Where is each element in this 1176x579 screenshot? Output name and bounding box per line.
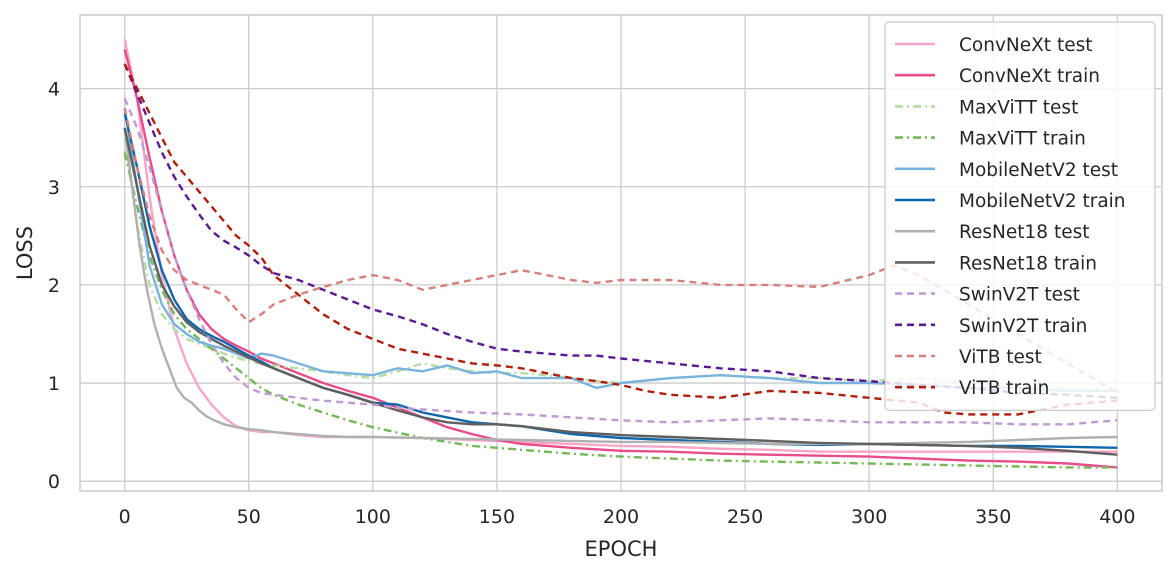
legend-label-swinv2t-train: SwinV2T train xyxy=(959,316,1087,337)
series-line-resnet18-train xyxy=(123,127,1118,456)
y-axis-label: LOSS xyxy=(13,226,37,280)
legend-label-vitb-test: ViTB test xyxy=(959,347,1042,368)
x-tick-label: 150 xyxy=(479,506,515,528)
x-tick-label: 100 xyxy=(355,506,391,528)
y-tick-label: 0 xyxy=(48,471,60,493)
y-tick-label: 2 xyxy=(48,275,60,297)
x-tick-label: 300 xyxy=(851,506,887,528)
legend-label-convnext-train: ConvNeXt train xyxy=(959,66,1100,87)
x-tick-label: 250 xyxy=(727,506,763,528)
legend-label-vitb-train: ViTB train xyxy=(959,378,1049,399)
series-line-swinv2t-test xyxy=(123,97,1118,426)
legend-label-resnet18-train: ResNet18 train xyxy=(959,253,1097,274)
x-tick-label: 200 xyxy=(603,506,639,528)
series-line-swinv2t-train xyxy=(123,63,1118,399)
x-tick-label: 400 xyxy=(1099,506,1135,528)
series-line-vitb-test xyxy=(123,107,1118,394)
series-lines xyxy=(123,39,1118,469)
y-tick-label: 3 xyxy=(48,177,60,199)
x-tick-label: 350 xyxy=(975,506,1011,528)
plot-frame xyxy=(79,14,1163,492)
x-tick-label: 0 xyxy=(119,506,131,528)
legend-label-convnext-test: ConvNeXt test xyxy=(959,35,1092,56)
legend: ConvNeXt test ConvNeXt train MaxViTT test M… xyxy=(884,21,1156,411)
series-line-mobilenetv2-test xyxy=(123,108,1118,393)
y-tick-label: 1 xyxy=(48,373,60,395)
legend-box xyxy=(884,21,1156,411)
legend-label-resnet18-test: ResNet18 test xyxy=(959,222,1089,243)
legend-label-swinv2t-test: SwinV2T test xyxy=(959,285,1080,306)
x-axis-label: EPOCH xyxy=(585,537,658,561)
legend-label-mobilenetv2-train: MobileNetV2 train xyxy=(959,191,1126,212)
legend-label-mobilenetv2-test: MobileNetV2 test xyxy=(959,160,1118,181)
legend-label-maxvitt-test: MaxViTT test xyxy=(959,97,1078,118)
tick-labels: 0 50 100 150 200 250 300 350 400 0 1 2 3 4 xyxy=(48,79,1136,528)
y-tick-label: 4 xyxy=(48,79,60,101)
legend-label-maxvitt-train: MaxViTT train xyxy=(959,129,1086,150)
x-tick-label: 50 xyxy=(237,506,261,528)
series-line-vitb-train xyxy=(123,63,1118,416)
